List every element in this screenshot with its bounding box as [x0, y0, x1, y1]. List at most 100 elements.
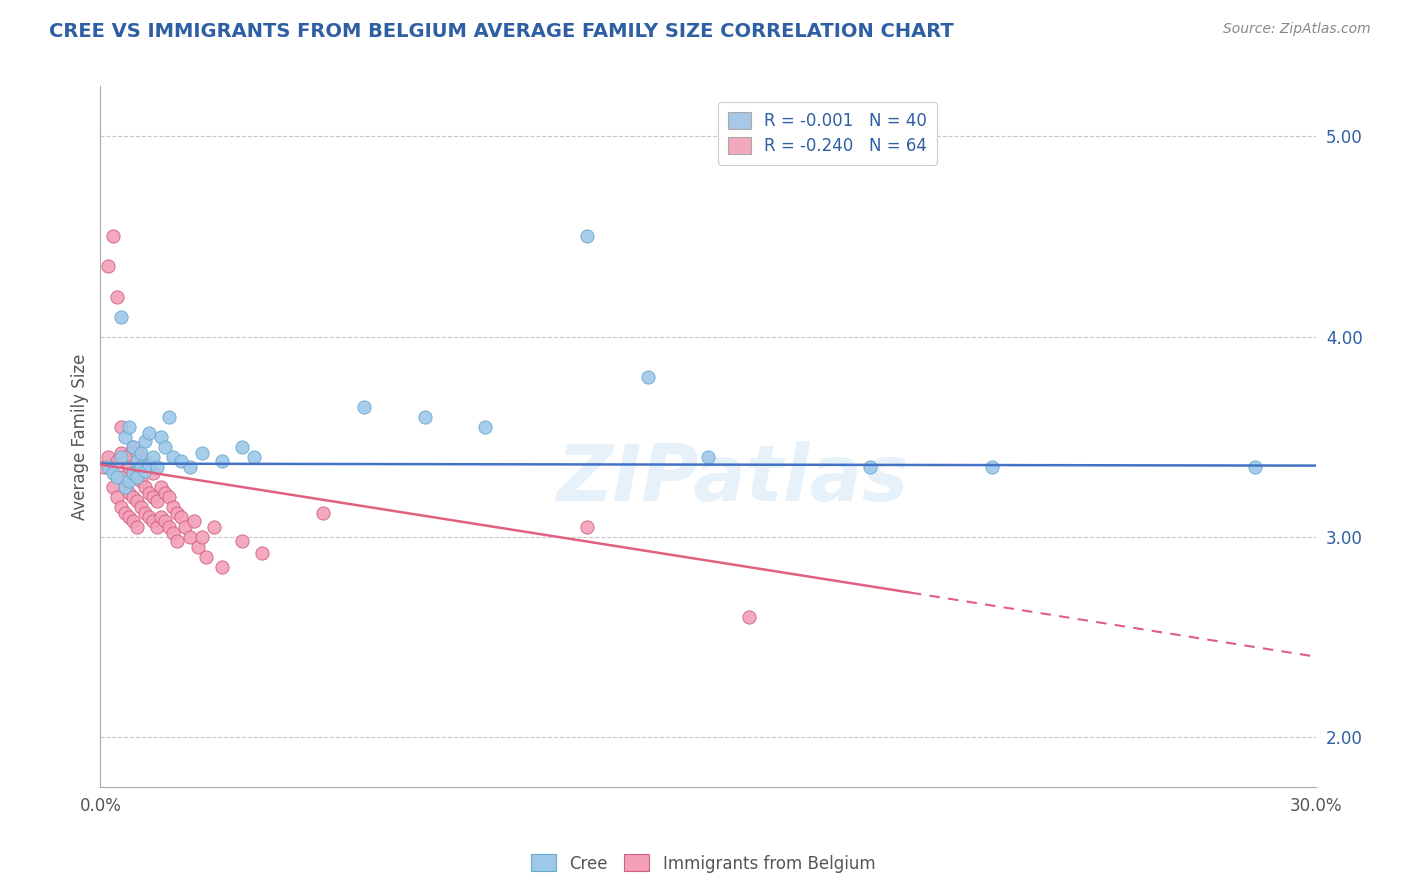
Point — [121, 440, 143, 454]
Point — [134, 453, 156, 467]
Point — [252, 546, 274, 560]
Point — [153, 514, 176, 528]
Point — [179, 459, 201, 474]
Point — [187, 540, 209, 554]
Point — [118, 474, 141, 488]
Point — [142, 450, 165, 464]
Text: ZIPatlas: ZIPatlas — [557, 441, 908, 516]
Point — [101, 466, 124, 480]
Point — [153, 485, 176, 500]
Point — [129, 459, 152, 474]
Point — [146, 519, 169, 533]
Legend: Cree, Immigrants from Belgium: Cree, Immigrants from Belgium — [524, 847, 882, 880]
Point — [129, 445, 152, 459]
Point — [575, 229, 598, 244]
Point — [129, 474, 152, 488]
Point — [114, 480, 136, 494]
Point — [202, 519, 225, 533]
Point — [138, 485, 160, 500]
Point — [114, 450, 136, 464]
Point — [153, 440, 176, 454]
Point — [97, 459, 120, 474]
Point — [101, 480, 124, 494]
Point — [231, 533, 253, 548]
Point — [134, 506, 156, 520]
Point — [129, 500, 152, 514]
Point — [738, 609, 761, 624]
Point — [174, 519, 197, 533]
Point — [157, 519, 180, 533]
Point — [231, 440, 253, 454]
Point — [162, 525, 184, 540]
Point — [101, 229, 124, 244]
Point — [179, 530, 201, 544]
Point — [150, 480, 173, 494]
Point — [138, 459, 160, 474]
Point — [110, 500, 132, 514]
Point — [150, 429, 173, 443]
Point — [125, 469, 148, 483]
Point — [575, 519, 598, 533]
Point — [312, 506, 335, 520]
Point — [413, 409, 436, 424]
Point — [114, 480, 136, 494]
Point — [166, 506, 188, 520]
Point — [190, 445, 212, 459]
Point — [134, 464, 156, 478]
Point — [697, 450, 720, 464]
Point — [118, 509, 141, 524]
Text: CREE VS IMMIGRANTS FROM BELGIUM AVERAGE FAMILY SIZE CORRELATION CHART: CREE VS IMMIGRANTS FROM BELGIUM AVERAGE … — [49, 22, 953, 41]
Point — [157, 490, 180, 504]
Point — [114, 506, 136, 520]
Point — [162, 500, 184, 514]
Point — [474, 419, 496, 434]
Point — [142, 514, 165, 528]
Point — [110, 419, 132, 434]
Point — [170, 509, 193, 524]
Point — [166, 533, 188, 548]
Point — [859, 459, 882, 474]
Point — [637, 369, 659, 384]
Point — [105, 453, 128, 467]
Point — [125, 519, 148, 533]
Point — [146, 459, 169, 474]
Point — [110, 445, 132, 459]
Point — [138, 509, 160, 524]
Point — [134, 434, 156, 448]
Point — [121, 466, 143, 480]
Point — [114, 429, 136, 443]
Point — [150, 509, 173, 524]
Point — [121, 466, 143, 480]
Point — [981, 459, 1004, 474]
Point — [97, 450, 120, 464]
Point — [1244, 459, 1267, 474]
Point — [125, 445, 148, 459]
Text: Source: ZipAtlas.com: Source: ZipAtlas.com — [1223, 22, 1371, 37]
Point — [211, 559, 233, 574]
Point — [353, 400, 375, 414]
Point — [211, 453, 233, 467]
Point — [142, 490, 165, 504]
Point — [110, 450, 132, 464]
Point — [138, 425, 160, 440]
Legend: R = -0.001   N = 40, R = -0.240   N = 64: R = -0.001 N = 40, R = -0.240 N = 64 — [717, 102, 936, 165]
Point — [162, 450, 184, 464]
Point — [105, 490, 128, 504]
Y-axis label: Average Family Size: Average Family Size — [72, 353, 89, 520]
Point — [125, 453, 148, 467]
Point — [138, 458, 160, 472]
Point — [170, 453, 193, 467]
Point — [146, 493, 169, 508]
Point — [105, 469, 128, 483]
Point — [194, 549, 217, 564]
Point — [243, 450, 266, 464]
Point — [121, 440, 143, 454]
Point — [142, 466, 165, 480]
Point — [118, 419, 141, 434]
Point — [190, 530, 212, 544]
Point — [121, 514, 143, 528]
Point — [118, 485, 141, 500]
Point — [125, 493, 148, 508]
Point — [93, 459, 115, 474]
Point — [183, 514, 205, 528]
